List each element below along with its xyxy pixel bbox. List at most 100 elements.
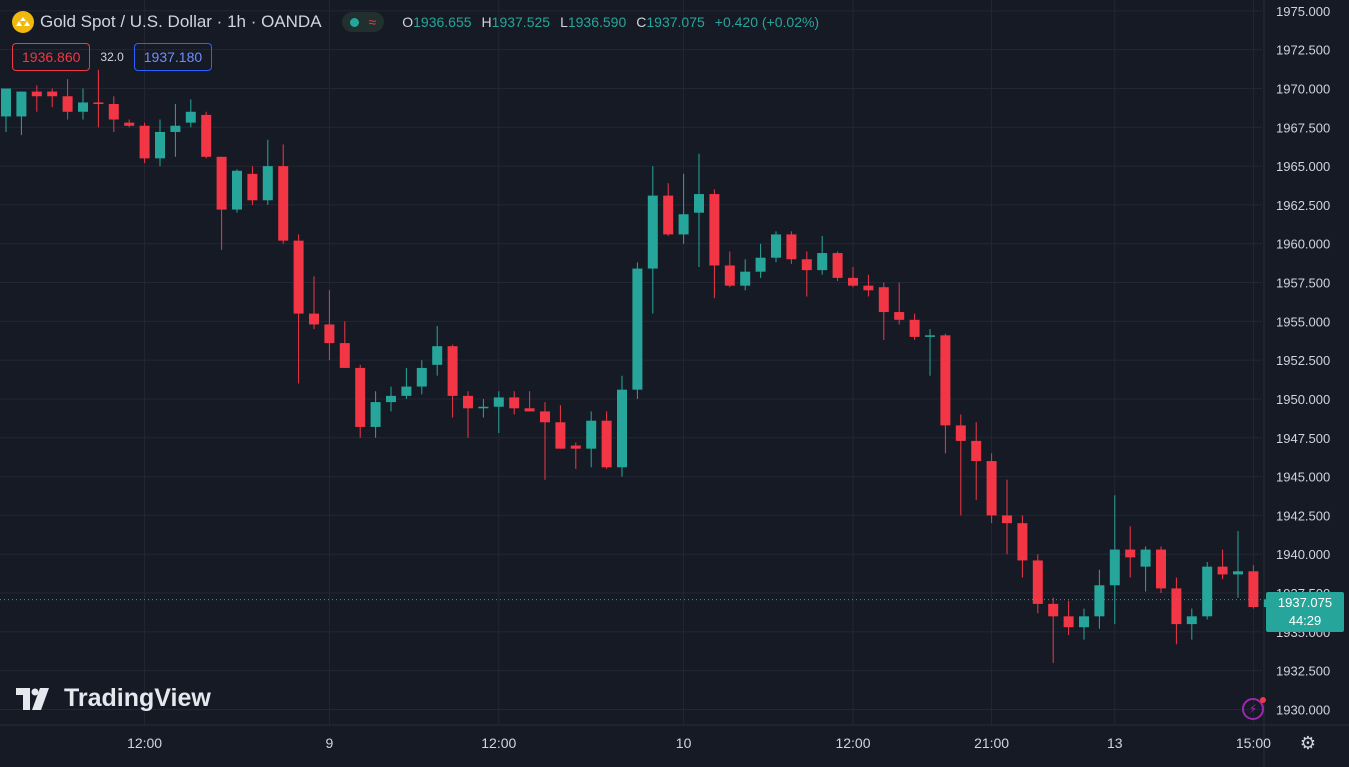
candle-body	[848, 277, 858, 286]
x-tick-label: 9	[326, 735, 334, 751]
candle-body	[955, 425, 966, 441]
candle-body	[740, 271, 751, 286]
y-tick-label: 1972.500	[1276, 43, 1330, 58]
candle-body	[262, 166, 273, 201]
candle-body	[509, 397, 520, 409]
candle-body	[724, 265, 735, 286]
close-value: 1937.075	[646, 14, 705, 30]
open-value: 1936.655	[413, 14, 472, 30]
tradingview-logo-icon	[16, 687, 49, 710]
candle-body	[278, 166, 289, 241]
high-value: 1937.525	[491, 14, 551, 30]
notification-dot	[1260, 697, 1266, 703]
candle-body	[463, 395, 473, 409]
candle-body	[878, 287, 889, 313]
symbol-title[interactable]: Gold Spot / U.S. Dollar · 1h · OANDA	[40, 12, 322, 31]
candle-body	[1248, 571, 1259, 608]
y-tick-label: 1962.500	[1276, 198, 1330, 213]
brand-name: TradingView	[64, 684, 211, 712]
y-tick-label: 1955.000	[1276, 314, 1330, 329]
candle-body	[201, 114, 212, 157]
candle-body	[370, 402, 381, 427]
candle-body	[355, 367, 366, 427]
change-value: +0.420 (+0.02%)	[714, 14, 820, 30]
candle-body	[401, 386, 412, 396]
candle-body	[1094, 585, 1105, 617]
candle-body	[801, 259, 812, 271]
close-label: C	[636, 14, 647, 30]
y-tick-label: 1975.000	[1276, 4, 1330, 19]
candle-body	[632, 268, 643, 390]
plot-area	[0, 0, 1262, 725]
x-tick-label: 12:00	[835, 735, 870, 751]
status-pill[interactable]: ≈	[341, 12, 385, 32]
x-tick-label: 13	[1107, 735, 1123, 751]
candle-body	[1186, 616, 1197, 625]
candle-body	[1233, 571, 1243, 575]
candle-body	[432, 346, 443, 365]
candle-body	[47, 91, 58, 97]
candle-body	[540, 411, 550, 423]
ohlc-readout: O1936.655 H1937.525 L1936.590 C1937.075 …	[402, 14, 819, 30]
candle-body	[694, 194, 704, 213]
wave-icon: ≈	[368, 14, 377, 30]
candle-body	[555, 422, 566, 449]
candle-body	[416, 367, 427, 387]
low-label: L	[560, 14, 568, 30]
candle-body	[647, 195, 658, 269]
candle-body	[1140, 549, 1151, 567]
candle-body	[247, 173, 258, 201]
x-tick-label: 12:00	[481, 735, 516, 751]
bar-countdown: 44:29	[1288, 613, 1322, 628]
candle-body	[863, 285, 874, 291]
time-axis[interactable]: 12:00 9 12:00 10 12:00 21:00 13 15:00	[127, 735, 1271, 751]
y-tick-label: 1960.000	[1276, 237, 1330, 252]
settings-gear-icon[interactable]: ⚙	[1299, 733, 1317, 753]
candle-body	[339, 343, 350, 368]
sell-button[interactable]: 1936.860	[12, 43, 91, 71]
x-tick-label: 12:00	[127, 735, 162, 751]
candle-body	[709, 194, 720, 266]
candle-body	[139, 125, 150, 159]
y-tick-label: 1940.000	[1276, 547, 1330, 562]
y-tick-label: 1945.000	[1276, 470, 1330, 485]
y-tick-label: 1947.500	[1276, 431, 1330, 446]
high-label: H	[481, 14, 492, 30]
x-tick-label: 21:00	[974, 735, 1009, 751]
chart-header: Gold Spot / U.S. Dollar · 1h · OANDA ≈ O…	[12, 10, 819, 34]
y-tick-label: 1957.500	[1276, 276, 1330, 291]
candle-body	[601, 420, 612, 468]
low-value: 1936.590	[567, 14, 627, 30]
x-tick-label: 15:00	[1236, 735, 1271, 751]
candle-body	[31, 91, 42, 97]
candle-body	[293, 240, 304, 314]
candle-body	[817, 253, 828, 271]
candle-body	[185, 111, 196, 123]
buy-button[interactable]: 1937.180	[133, 43, 213, 71]
spread-value: 32.0	[100, 50, 124, 64]
candle-body	[309, 313, 319, 325]
gold-logo-icon	[12, 11, 34, 33]
flash-icon[interactable]: ⚡	[1242, 698, 1264, 720]
tradingview-logo[interactable]: TradingView	[16, 684, 211, 713]
candle-body	[755, 257, 766, 272]
x-tick-label: 10	[676, 735, 692, 751]
candle-body	[617, 389, 627, 468]
candle-body	[832, 253, 843, 278]
candle-body	[170, 125, 181, 132]
y-tick-label: 1942.500	[1276, 508, 1330, 523]
candle-body	[786, 234, 797, 260]
candle-body	[663, 195, 674, 235]
y-tick-label: 1932.500	[1276, 664, 1330, 679]
last-price-label: 1937.075	[1277, 595, 1333, 610]
candle-body	[1156, 549, 1166, 589]
candle-body	[1109, 549, 1120, 586]
candle-body	[478, 406, 489, 409]
y-tick-label: 1965.000	[1276, 159, 1330, 174]
candle-body	[1048, 603, 1059, 617]
last-price-tag: 1937.075 44:29	[1266, 592, 1344, 632]
candle-body	[386, 395, 396, 403]
candle-body	[216, 156, 227, 210]
candle-body	[93, 102, 104, 105]
